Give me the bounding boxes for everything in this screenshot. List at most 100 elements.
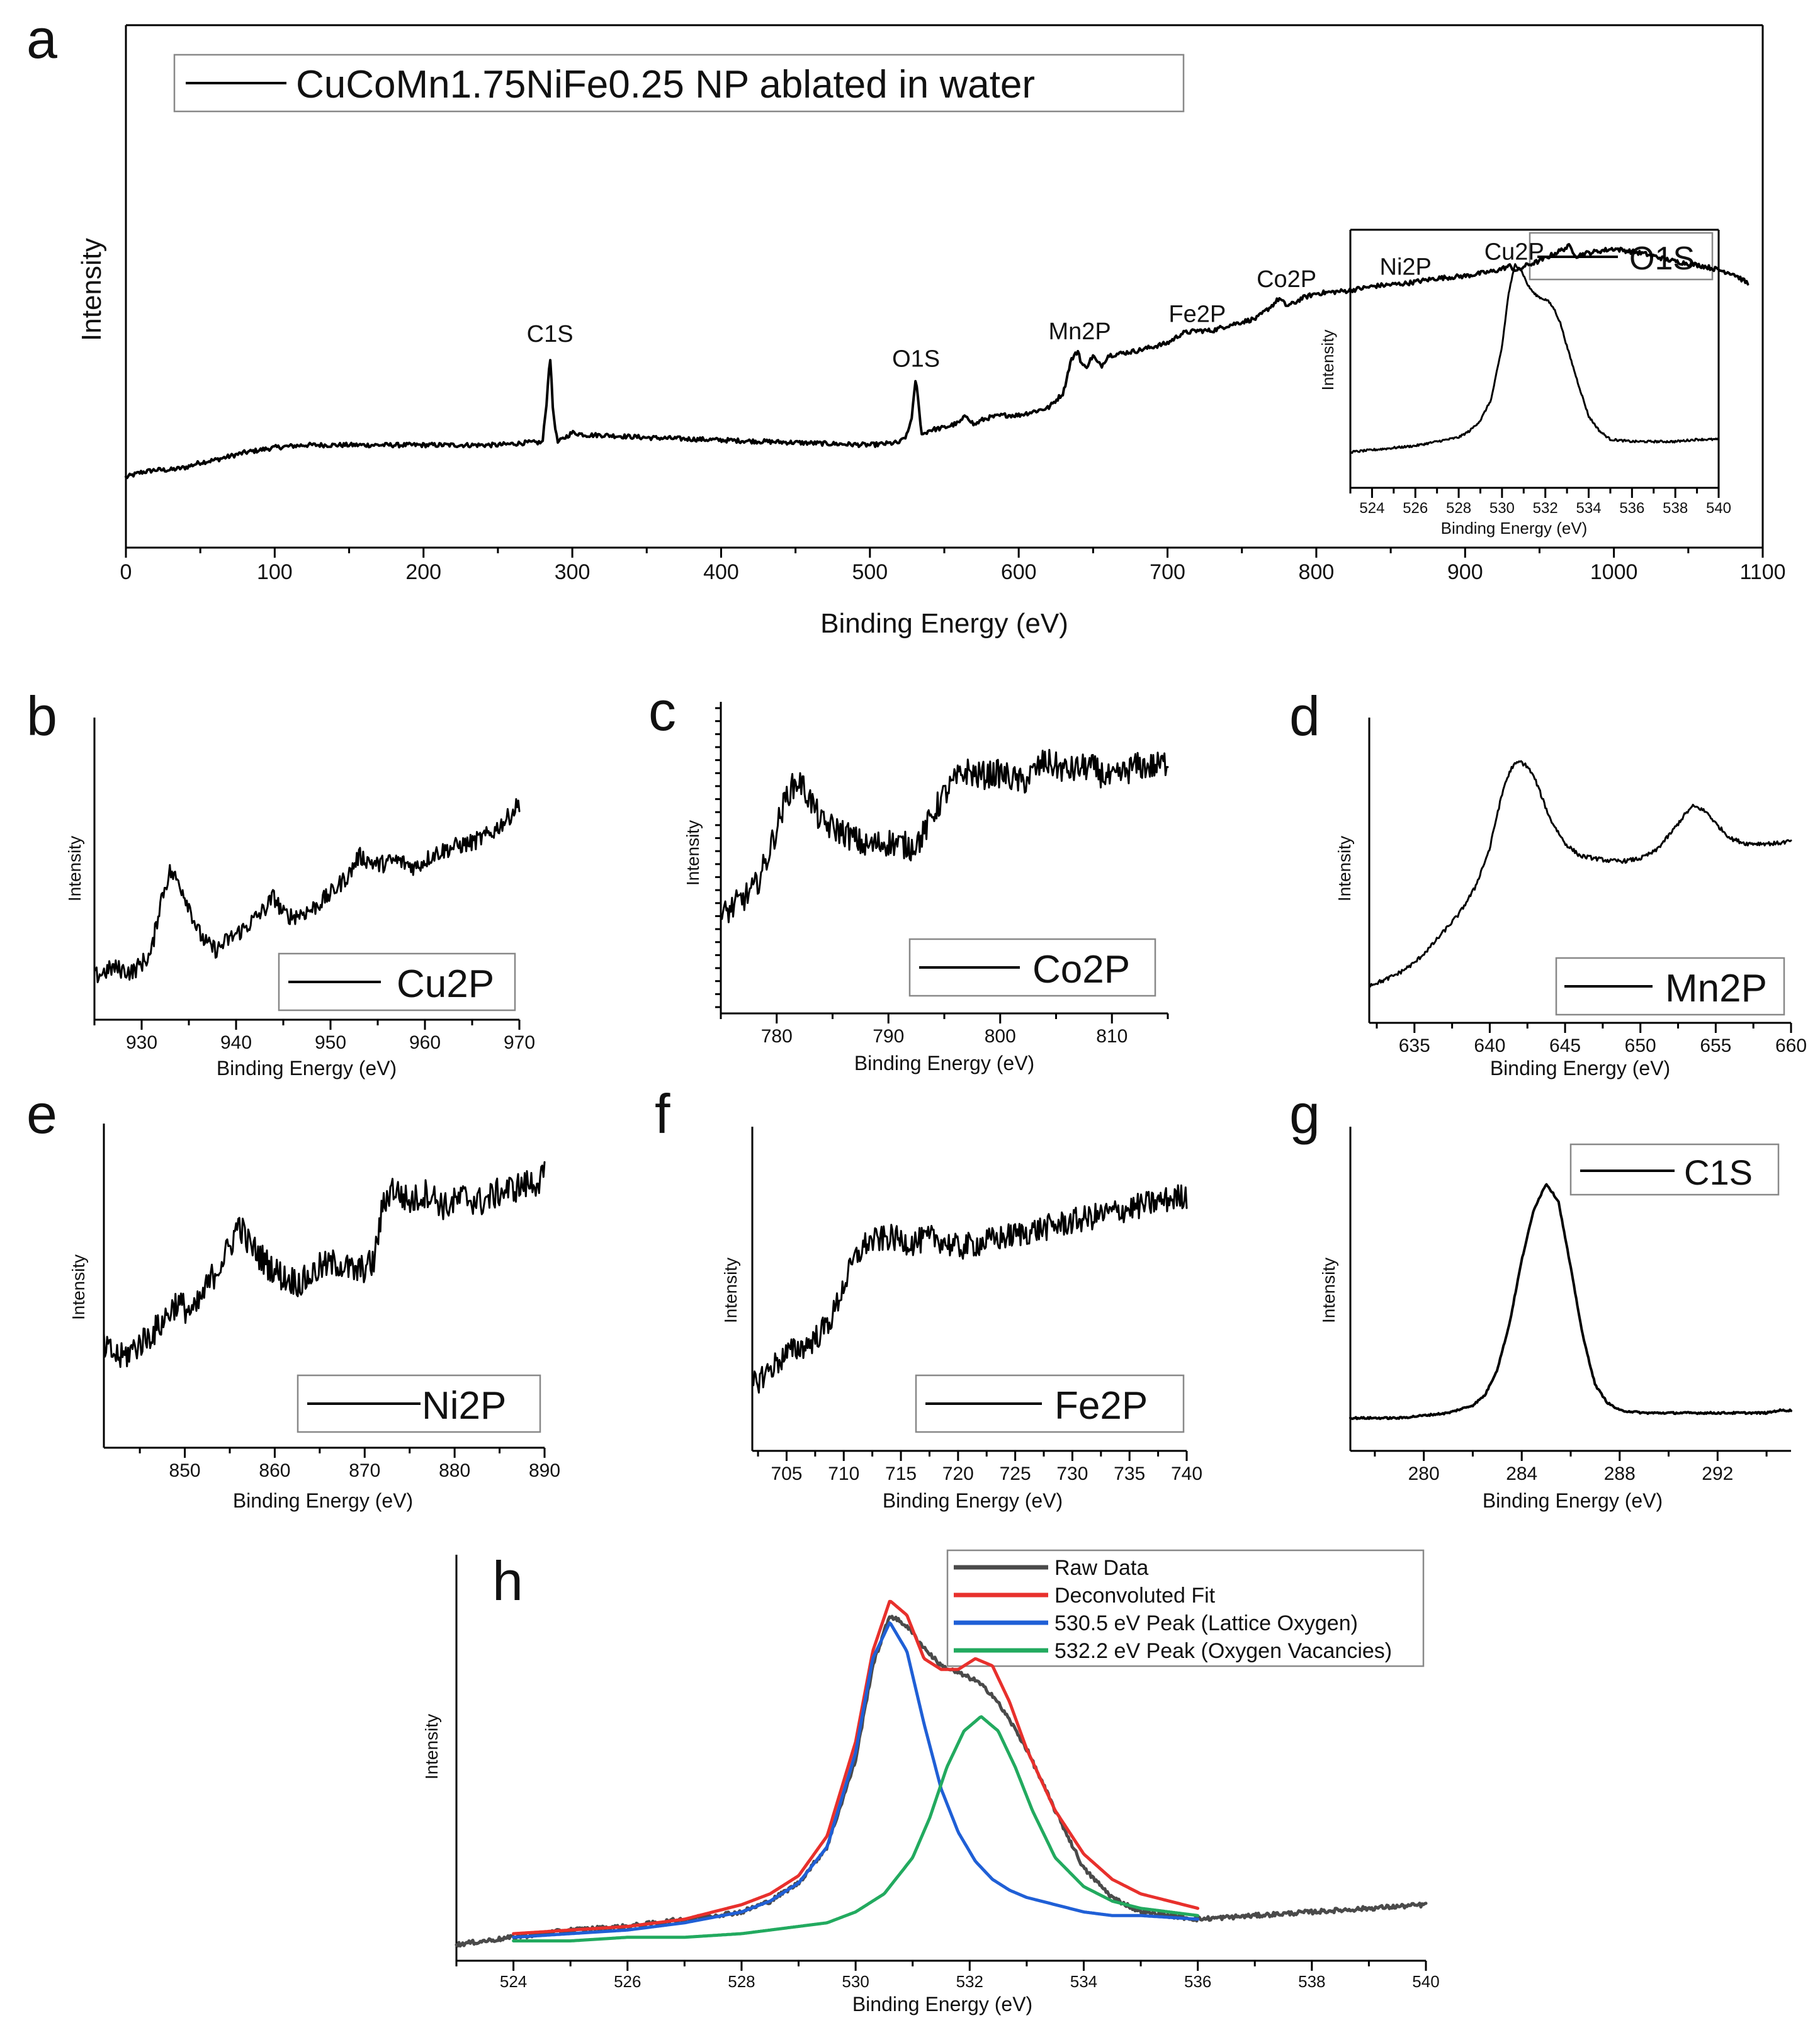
spectrum-curve [93,798,521,983]
peak-label-fe2p: Fe2P [1168,301,1226,327]
panel-e-legend-label: Ni2P [422,1384,506,1428]
x-tick-label: 540 [1412,1972,1439,1991]
x-tick-label: 280 [1408,1463,1440,1484]
x-tick-label: 536 [1184,1972,1211,1991]
x-tick-label: 538 [1298,1972,1325,1991]
x-tick-label: 292 [1702,1463,1733,1484]
panel-a-legend-label: CuCoMn1.75NiFe0.25 NP ablated in water [296,63,1035,106]
x-tick-label: 530 [1489,500,1515,517]
oxygen-vacancies-peak-curve [512,1715,1200,1942]
spectrum-curve [125,243,1749,480]
panel-letter-g: g [1289,1083,1320,1145]
x-tick-label: 526 [614,1972,641,1991]
x-tick-label: 400 [703,560,739,584]
panel-letter-d: d [1289,685,1320,747]
plot-layer: 0 100 200 300 400 500 600 700 800 900 1000 1100 C1S O… [93,24,1807,1991]
x-tick-label: 970 [504,1032,535,1053]
legend-label-fit: Deconvoluted Fit [1054,1584,1216,1608]
panel-d-ylabel: Intensity [1335,836,1354,901]
x-tick-label: 528 [728,1972,755,1991]
spectrum-curve [1349,263,1720,454]
x-tick-label: 890 [529,1460,560,1481]
peak-label-cu2p: Cu2P [1484,239,1544,266]
panel-letter-a: a [26,8,57,70]
x-tick-label: 950 [315,1032,346,1053]
legend-label-oxygen-vacancies: 532.2 eV Peak (Oxygen Vacancies) [1054,1639,1392,1663]
x-tick-label: 900 [1447,560,1483,584]
panel-a-plot: 0 100 200 300 400 500 600 700 800 900 1000 1100 C1S O… [120,24,1786,584]
x-tick-label: 530 [842,1972,869,1991]
panel-c-legend-label: Co2P [1032,948,1130,991]
x-tick-label: 705 [771,1463,802,1484]
panel-e-legend: Ni2P [297,1374,541,1433]
x-tick-label: 0 [120,560,132,584]
x-tick-label: 780 [761,1026,793,1047]
panel-c-plot: 780 790 800 810 [715,702,1169,1047]
panel-letter-h: h [492,1550,523,1612]
x-tick-label: 710 [828,1463,859,1484]
panel-f-xlabel: Binding Energy (eV) [883,1489,1063,1512]
x-tick-label: 532 [1533,500,1558,517]
x-tick-label: 534 [1070,1972,1097,1991]
x-tick-label: 725 [1000,1463,1031,1484]
panel-h-ylabel: Intensity [422,1714,441,1779]
panel-letter-c: c [648,680,676,742]
x-tick-label: 940 [220,1032,252,1053]
x-tick-label: 735 [1114,1463,1145,1484]
x-tick-label: 700 [1150,560,1185,584]
x-tick-label: 870 [349,1460,380,1481]
x-tick-label: 960 [409,1032,441,1053]
panel-h-plot: 524 526 528 530 532 534 536 538 540 [455,1555,1440,1991]
panel-f-plot: 705 710 715 720 725 730 735 740 [751,1127,1202,1484]
panel-b-legend: Cu2P [278,952,516,1012]
x-tick-label: 200 [405,560,441,584]
x-tick-label: 660 [1775,1035,1807,1056]
panel-letter-e: e [26,1083,57,1145]
panel-c-legend: Co2P [908,938,1156,997]
panel-e-ylabel: Intensity [69,1254,88,1320]
spectrum-curve [751,1184,1188,1394]
x-tick-label: 524 [500,1972,527,1991]
legend-label-lattice-oxygen: 530.5 eV Peak (Lattice Oxygen) [1054,1611,1358,1635]
spectrum-curve [103,1161,546,1368]
x-tick-label: 300 [555,560,591,584]
panel-a-legend: CuCoMn1.75NiFe0.25 NP ablated in water [173,54,1185,113]
panel-a-xlabel: Binding Energy (eV) [820,608,1068,639]
x-tick-label: 850 [169,1460,201,1481]
panel-a-inset-legend: O1S [1529,232,1714,281]
panel-d-xlabel: Binding Energy (eV) [1490,1057,1670,1079]
x-tick-label: 880 [439,1460,470,1481]
peak-label-mn2p: Mn2P [1048,318,1111,345]
panel-letter-b: b [26,685,57,747]
lattice-oxygen-peak-curve [512,1621,1200,1939]
peak-label-ni2p: Ni2P [1380,254,1432,280]
x-tick-label: 536 [1619,500,1644,517]
panel-b-xlabel: Binding Energy (eV) [217,1057,397,1079]
x-tick-label: 538 [1663,500,1688,517]
panel-f-legend: Fe2P [915,1374,1185,1433]
panel-a-inset-xlabel: Binding Energy (eV) [1441,519,1588,538]
panel-e-plot: 850 860 870 880 890 [103,1124,560,1481]
peak-label-c1s: C1S [527,321,574,347]
panel-d-legend-label: Mn2P [1665,967,1767,1010]
x-tick-label: 790 [873,1026,904,1047]
deconvoluted-fit-curve [512,1599,1200,1936]
x-tick-label: 500 [852,560,888,584]
x-tick-label: 524 [1359,500,1384,517]
x-tick-label: 284 [1506,1463,1537,1484]
panel-e-xlabel: Binding Energy (eV) [233,1489,413,1512]
x-tick-label: 600 [1001,560,1037,584]
panel-f-legend-label: Fe2P [1054,1384,1148,1428]
panel-a-inset-ylabel: Intensity [1318,330,1337,391]
panel-g-xlabel: Binding Energy (eV) [1483,1489,1663,1512]
panel-a-inset-plot: 524 526 528 530 532 534 536 538 540 [1349,228,1731,517]
x-tick-label: 800 [985,1026,1016,1047]
x-tick-label: 650 [1625,1035,1656,1056]
x-tick-label: 645 [1549,1035,1581,1056]
x-tick-label: 635 [1399,1035,1430,1056]
spectrum-curve [1368,760,1792,988]
panel-letter-f: f [655,1083,670,1145]
panel-h-legend: Raw Data Deconvoluted Fit 530.5 eV Peak … [946,1549,1425,1667]
panel-b-ylabel: Intensity [65,836,84,901]
